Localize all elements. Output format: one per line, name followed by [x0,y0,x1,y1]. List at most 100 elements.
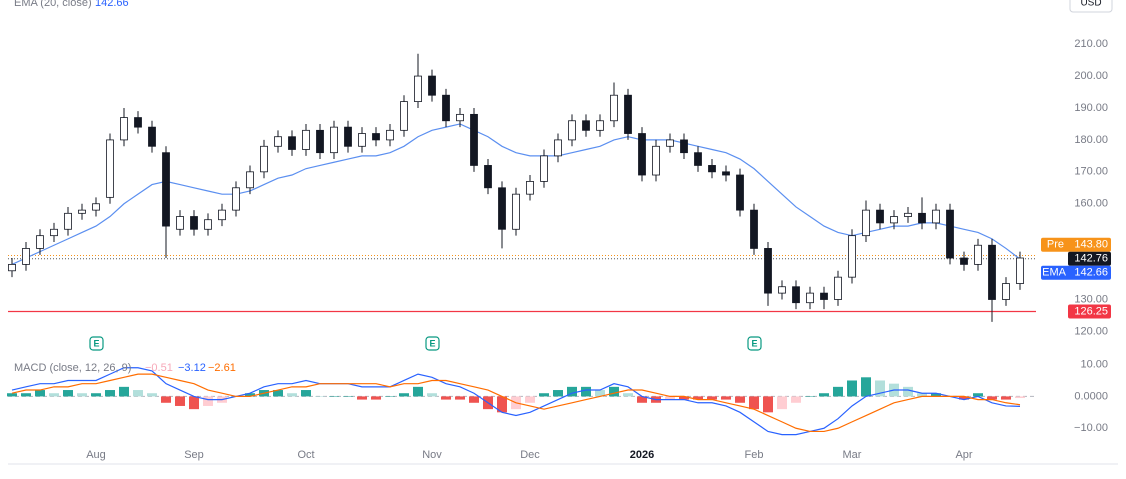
candle-body [792,286,800,304]
candle-body [470,113,478,166]
earnings-label: E [93,338,99,348]
currency[interactable]: USD [1080,0,1101,9]
candle-body [834,276,842,300]
candle-body [386,129,394,141]
x-tick-label: Mar [843,449,862,461]
x-tick-label: Oct [297,449,314,461]
histogram-bar [931,393,941,397]
histogram-bar [175,396,185,406]
histogram-bar [399,393,409,397]
candle-body [358,133,366,147]
histogram-bar [35,390,45,397]
histogram-bar [455,396,465,400]
histogram-bar [469,396,479,403]
y-tick-label: 200.00 [1074,70,1108,82]
histogram-bar [707,396,717,400]
x-tick-label: Aug [86,449,106,461]
candle-body [806,292,814,304]
histogram-bar [875,380,885,397]
candle-body [456,113,464,122]
earnings-icon [89,336,104,351]
candle-body [498,187,506,230]
histogram-bar [21,393,31,397]
histogram-bar [525,396,535,403]
histogram-bar [679,396,689,400]
candle-body [988,244,996,300]
histogram-bar [959,396,969,400]
candle-body [344,126,352,147]
candle-body [694,152,702,166]
candle-body [176,216,184,230]
x-tick-label: Apr [955,449,972,461]
ema-badge-text: EMA [1042,267,1067,279]
candle-body [652,145,660,176]
histogram-bar [49,393,59,397]
currency-box[interactable] [1069,0,1113,13]
earnings-label: E [429,338,435,348]
candle-body [78,209,86,214]
candle-body [218,209,226,221]
ema-legend-value: 142.66 [95,0,129,9]
histogram-bar [287,393,297,397]
candle-body [120,117,128,141]
pre-badge: Pre 143.80 [1041,237,1111,252]
x-tick-label: 2026 [630,449,654,461]
histogram-bar [595,390,605,397]
ema-legend: EMA (20, close) [14,0,92,9]
candle-body [330,126,338,154]
candle-body [1016,257,1024,284]
candle-body [190,216,198,230]
x-tick-label: Dec [520,449,540,461]
earnings-label: E [751,338,757,348]
last-badge: 142.76 [1068,251,1111,266]
candle-body [526,181,534,195]
candle-body [582,120,590,131]
candle-body [302,129,310,150]
histogram-bar [189,396,199,410]
histogram-bar [441,396,451,400]
candle-body [64,212,72,230]
histogram-bar [497,396,507,413]
y-tick-label: 130.00 [1074,293,1108,305]
histogram-bar [147,393,157,397]
candle-body [820,292,828,300]
earnings-icon [747,336,762,351]
histogram-bar [385,396,395,397]
last-badge-text: 142.76 [1074,253,1108,265]
candle-body [904,212,912,217]
histogram-bar [301,390,311,397]
y-tick-label: 120.00 [1074,325,1108,337]
histogram-bar [581,386,591,397]
candle-body [666,139,674,147]
ema-badge-bg [1041,265,1111,280]
histogram-bar [665,396,675,400]
histogram-bar [735,396,745,403]
macd-line [11,367,1021,436]
histogram-bar [91,393,101,397]
macd-hist-value: −0.51 [145,362,173,374]
candle-body [246,171,254,189]
histogram-bar [777,396,787,410]
histogram-bar [917,393,927,397]
candle-body [36,235,44,249]
histogram-bar [427,393,437,397]
y-tick-label: 210.00 [1074,38,1108,50]
histogram-bar [329,396,339,397]
histogram-bar [567,386,577,397]
candle-body [750,209,758,249]
candle-body [848,235,856,278]
y-tick-label: 10.00 [1080,358,1108,370]
candle-body [316,129,324,154]
histogram-bar [637,396,647,403]
histogram-bar [553,390,563,397]
histogram-bar [973,393,983,397]
candle-body [372,133,380,141]
histogram-bar [847,380,857,397]
pre-badge-text: Pre [1047,239,1064,251]
signal-value: −2.61 [208,362,236,374]
candle-body [736,174,744,211]
candle-body [974,244,982,265]
candle-body [428,75,436,96]
macd-line [11,373,1021,433]
histogram-bar [539,393,549,397]
